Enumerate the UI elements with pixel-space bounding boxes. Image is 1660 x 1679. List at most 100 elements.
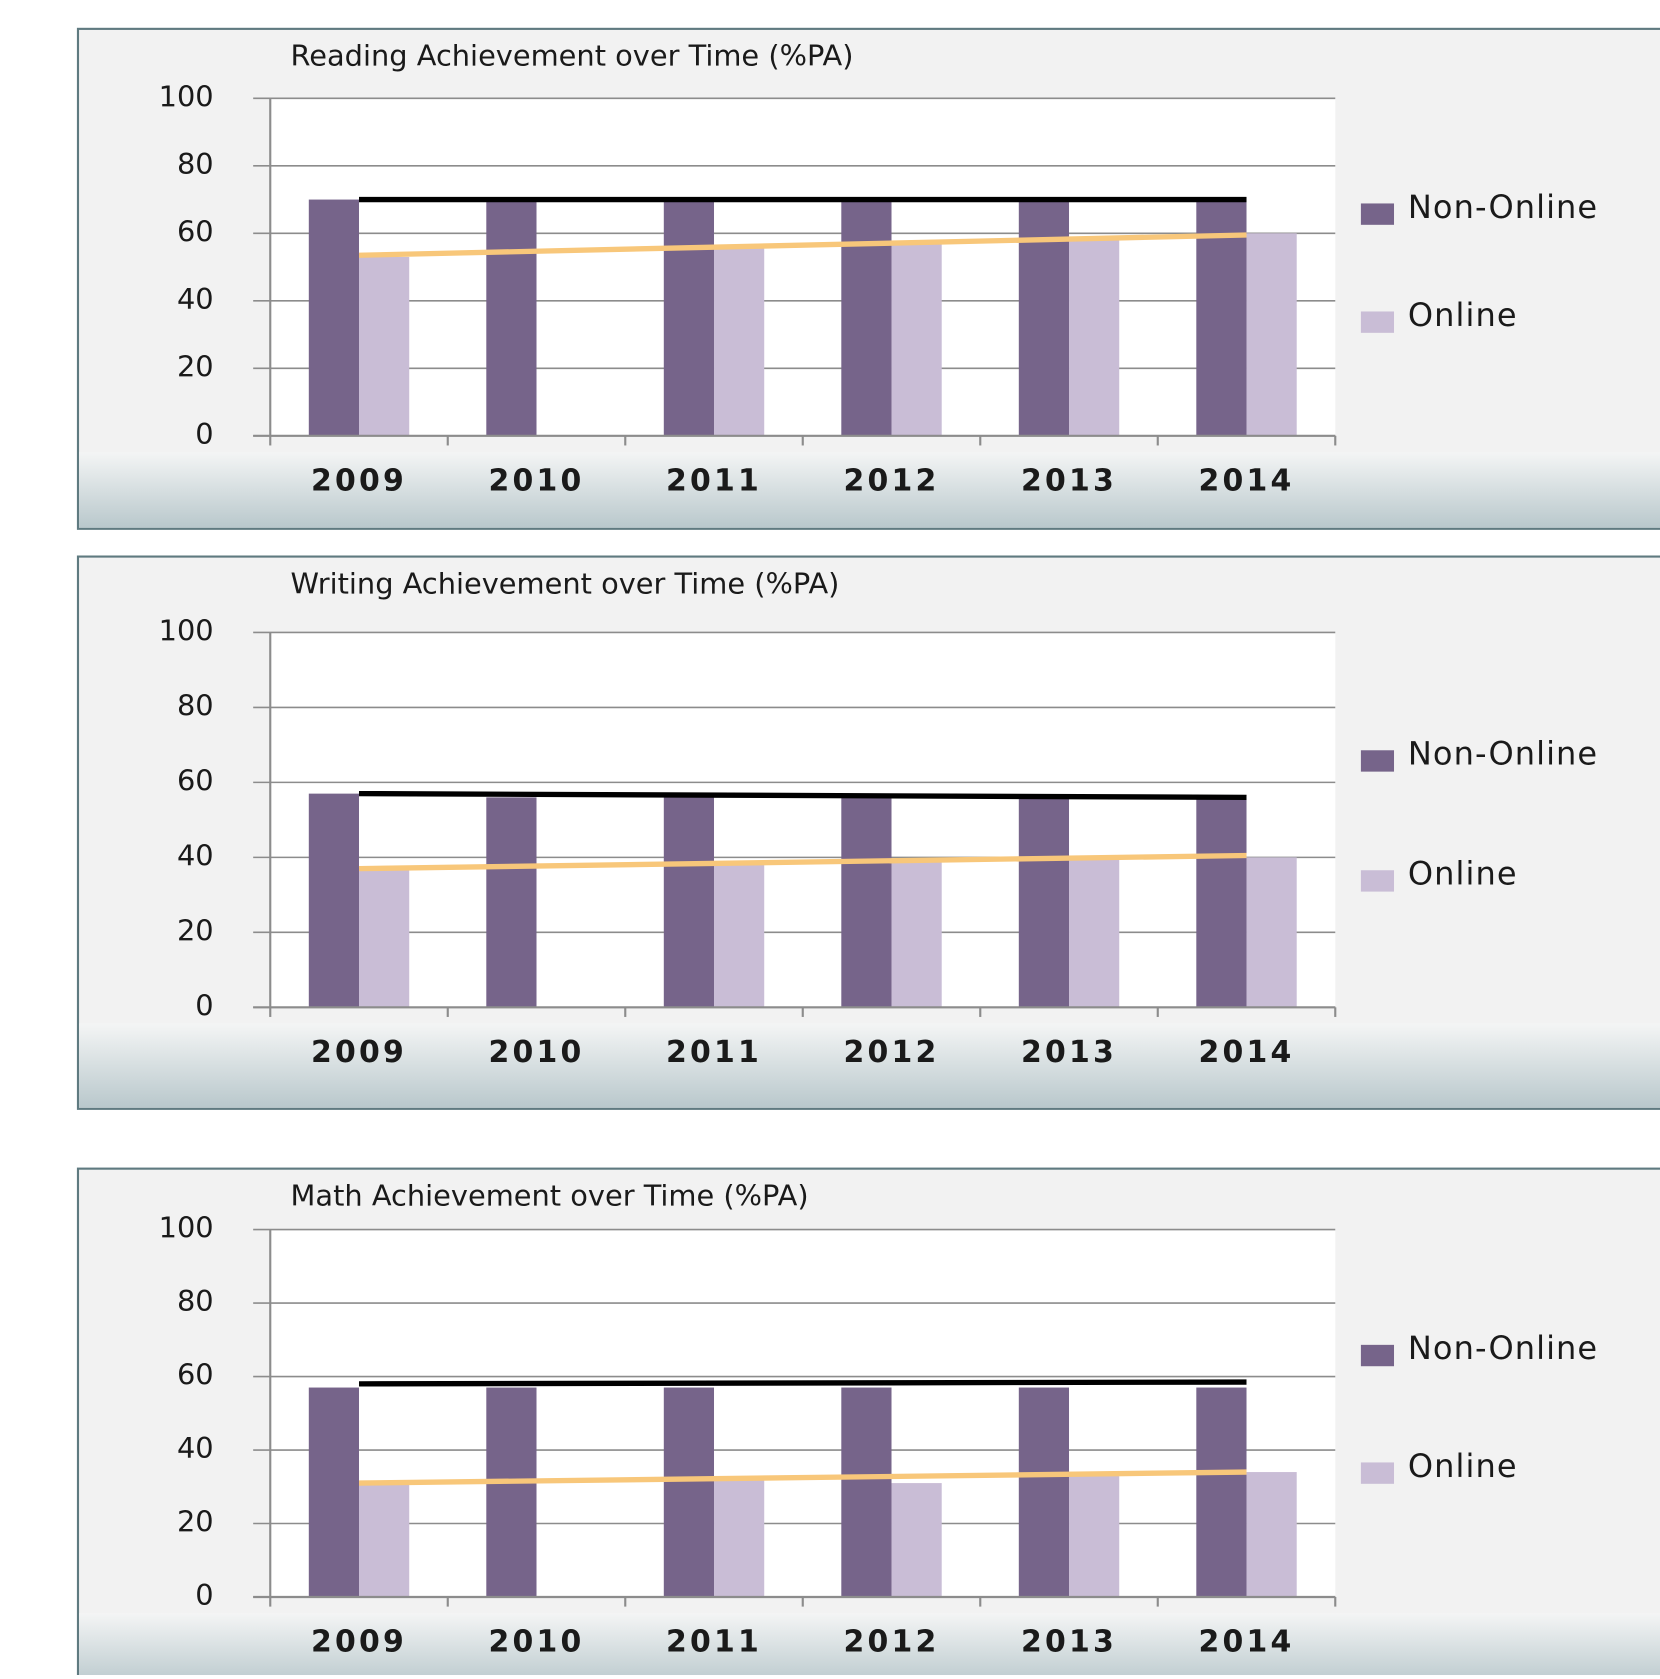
trend-line (358, 1469, 1247, 1486)
y-tick-label: 20 (177, 1505, 214, 1539)
chart-title: Math Achievement over Time (%PA) (291, 1178, 809, 1212)
y-tick-label: 100 (159, 79, 214, 113)
legend-label: Online (1408, 1447, 1518, 1485)
legend-label: Non-Online (1408, 1329, 1598, 1367)
legend-swatch (1360, 750, 1395, 772)
y-tick-label: 60 (177, 214, 214, 248)
bar (841, 199, 892, 436)
y-tick-label: 100 (159, 1211, 214, 1245)
bar (1246, 857, 1297, 1008)
bar (486, 199, 537, 436)
bar (891, 1483, 942, 1597)
plot-area (270, 98, 1336, 436)
y-tick-label: 0 (195, 1578, 213, 1612)
bar (359, 1483, 410, 1597)
bar (1196, 797, 1247, 1008)
y-tick-label: 80 (177, 1284, 214, 1318)
x-tick-label: 2012 (844, 1035, 940, 1070)
legend-label: Online (1408, 855, 1518, 893)
trend-line (358, 790, 1247, 801)
legend-swatch (1360, 1462, 1395, 1484)
panel-footer (79, 1023, 1660, 1108)
legend-swatch (1360, 311, 1395, 333)
x-tick-label: 2012 (844, 1624, 940, 1659)
bar (1196, 1387, 1247, 1597)
chart: Writing Achievement over Time (%PA) 0 20 40… (76, 555, 1660, 1110)
bar (891, 243, 942, 436)
bar (308, 1387, 360, 1597)
x-tick-label: 2010 (489, 1035, 585, 1070)
x-tick-label: 2013 (1021, 463, 1117, 498)
chart-title: Reading Achievement over Time (%PA) (291, 39, 854, 73)
chart: Reading Achievement over Time (%PA) 0 20 40… (76, 27, 1660, 530)
bar (841, 1387, 892, 1597)
plot-area (270, 632, 1336, 1008)
y-tick-label: 20 (177, 349, 214, 383)
x-tick-label: 2009 (311, 1035, 407, 1070)
trend-line (358, 232, 1247, 258)
bar (714, 1479, 765, 1597)
x-tick-label: 2013 (1021, 1624, 1117, 1659)
plot-area (270, 1229, 1336, 1597)
bar (359, 256, 410, 436)
x-tick-label: 2012 (844, 463, 940, 498)
bar (1246, 233, 1297, 436)
bar (1018, 797, 1070, 1008)
x-tick-label: 2014 (1199, 1035, 1295, 1070)
legend-swatch (1360, 1344, 1395, 1367)
bar (714, 864, 765, 1008)
legend-swatch (1360, 203, 1395, 225)
x-tick-label: 2009 (311, 463, 407, 498)
y-tick-label: 100 (159, 613, 214, 647)
y-tick-label: 0 (195, 417, 213, 451)
trend-line (359, 1379, 1247, 1387)
legend-swatch (1360, 870, 1395, 892)
trend-line (358, 852, 1247, 872)
bar (308, 793, 360, 1008)
bar (891, 861, 942, 1008)
bar (1246, 1472, 1297, 1597)
bar (1069, 240, 1120, 436)
x-tick-label: 2009 (311, 1624, 407, 1659)
bar (359, 868, 410, 1008)
x-tick-label: 2013 (1021, 1035, 1117, 1070)
y-tick-label: 60 (177, 1358, 214, 1392)
legend-label: Non-Online (1408, 735, 1598, 773)
x-tick-label: 2011 (666, 1035, 762, 1070)
x-tick-label: 2014 (1199, 1624, 1295, 1659)
y-tick-label: 80 (177, 147, 214, 181)
legend-label: Online (1408, 296, 1518, 334)
x-tick-label: 2014 (1199, 463, 1295, 498)
bar (663, 199, 715, 436)
x-tick-label: 2010 (489, 463, 585, 498)
bar (1018, 199, 1070, 436)
bar (1196, 199, 1247, 436)
bar (1018, 1387, 1070, 1597)
y-tick-label: 80 (177, 688, 214, 722)
bar (1069, 857, 1120, 1008)
y-tick-label: 20 (177, 913, 214, 947)
y-tick-label: 0 (195, 988, 213, 1022)
y-tick-label: 40 (177, 282, 214, 316)
bar (1069, 1475, 1120, 1597)
legend-label: Non-Online (1408, 188, 1598, 226)
panel-footer (79, 451, 1660, 528)
y-tick-label: 60 (177, 763, 214, 797)
y-tick-label: 40 (177, 838, 214, 872)
bar (714, 246, 765, 436)
bar (663, 797, 715, 1008)
bar (486, 797, 537, 1008)
bar (663, 1387, 715, 1597)
panel-footer (79, 1613, 1660, 1679)
x-tick-label: 2010 (489, 1624, 585, 1659)
x-tick-label: 2011 (666, 463, 762, 498)
bar (486, 1387, 537, 1597)
x-tick-label: 2011 (666, 1624, 762, 1659)
chart: Math Achievement over Time (%PA) 0 20 40 60 8… (76, 1167, 1660, 1679)
bar (308, 199, 360, 436)
bar (841, 797, 892, 1008)
y-tick-label: 40 (177, 1431, 214, 1465)
chart-title: Writing Achievement over Time (%PA) (291, 566, 840, 600)
